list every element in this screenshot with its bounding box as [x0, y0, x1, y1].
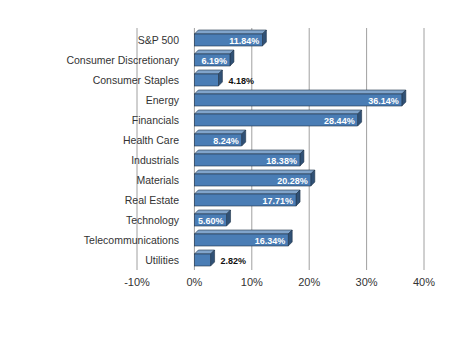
data-label: 6.19% [201, 56, 227, 66]
bar-side [218, 70, 222, 86]
bar [194, 114, 357, 126]
tick-label: 40% [413, 276, 435, 288]
bar-side [211, 250, 215, 266]
category-label: Energy [146, 94, 180, 106]
grid-line [424, 28, 425, 270]
bar-group [194, 190, 300, 206]
grid-line [309, 28, 310, 270]
bar [194, 254, 210, 266]
bar [194, 74, 218, 86]
bar [194, 234, 288, 246]
data-label: 11.84% [229, 36, 259, 46]
category-label: S&P 500 [138, 34, 179, 46]
tick-label: 10% [241, 276, 263, 288]
bars [194, 30, 405, 266]
bar-group [194, 70, 222, 86]
data-label: 17.71% [263, 196, 294, 206]
bar-top [194, 30, 266, 34]
category-label: Telecommunications [84, 234, 179, 246]
bar [194, 194, 296, 206]
category-label: Health Care [123, 134, 179, 146]
bar-top [194, 190, 300, 194]
bar-top [194, 110, 361, 114]
data-label: 5.60% [198, 216, 224, 226]
bar-group [194, 150, 304, 166]
bar-side [402, 90, 406, 106]
bar-side [358, 110, 362, 126]
bar-group [194, 110, 361, 126]
bar [194, 134, 241, 146]
bar-top [194, 90, 405, 94]
data-label: 16.34% [255, 236, 286, 246]
bar [194, 34, 262, 46]
bar-top [194, 150, 304, 154]
bar-side [296, 190, 300, 206]
bar-group [194, 230, 292, 246]
bar-group [194, 90, 405, 106]
tick-label: 30% [356, 276, 378, 288]
category-label: Technology [126, 214, 180, 226]
category-label: Materials [136, 174, 179, 186]
bar-group [194, 30, 266, 46]
bar-top [194, 210, 230, 214]
bar [194, 214, 226, 226]
tick-label: 20% [298, 276, 320, 288]
bar-side [242, 130, 246, 146]
chart: -10% 0% 10% 20% 30% 40% S&P 500 Consumer Discre… [0, 0, 450, 341]
category-label: Consumer Discretionary [66, 54, 179, 66]
bar-top [194, 230, 292, 234]
tick-label: 0% [186, 276, 202, 288]
bar-top [194, 70, 222, 74]
data-label: 4.18% [228, 76, 254, 86]
bar-top [194, 170, 314, 174]
category-label: Utilities [145, 254, 179, 266]
bar-side [311, 170, 315, 186]
bar-side [230, 50, 234, 66]
bar-top [194, 50, 234, 54]
data-label: 20.28% [277, 176, 308, 186]
bar-group [194, 130, 245, 146]
category-label: Real Estate [125, 194, 179, 206]
bar-side [288, 230, 292, 246]
bar [194, 54, 230, 66]
bar [194, 174, 310, 186]
bar-group [194, 170, 314, 186]
bar-side [227, 210, 231, 226]
bar-side [300, 150, 304, 166]
tick-label: -10% [124, 276, 150, 288]
data-label: 28.44% [324, 116, 355, 126]
data-label: 18.38% [266, 156, 297, 166]
grid [137, 28, 424, 270]
grid-line [366, 28, 367, 270]
bar [194, 154, 300, 166]
bar-side [262, 30, 266, 46]
category-label: Financials [132, 114, 179, 126]
category-label: Consumer Staples [93, 74, 179, 86]
category-label: Industrials [131, 154, 179, 166]
bar-group [194, 210, 230, 226]
data-label: 8.24% [213, 136, 239, 146]
data-label: 2.82% [221, 256, 247, 266]
bar-top [194, 130, 245, 134]
bar [194, 94, 401, 106]
data-label: 36.14% [368, 96, 399, 106]
bar-group [194, 250, 214, 266]
labels: S&P 500 Consumer Discretionary Consumer St… [66, 34, 398, 266]
bar-group [194, 50, 234, 66]
